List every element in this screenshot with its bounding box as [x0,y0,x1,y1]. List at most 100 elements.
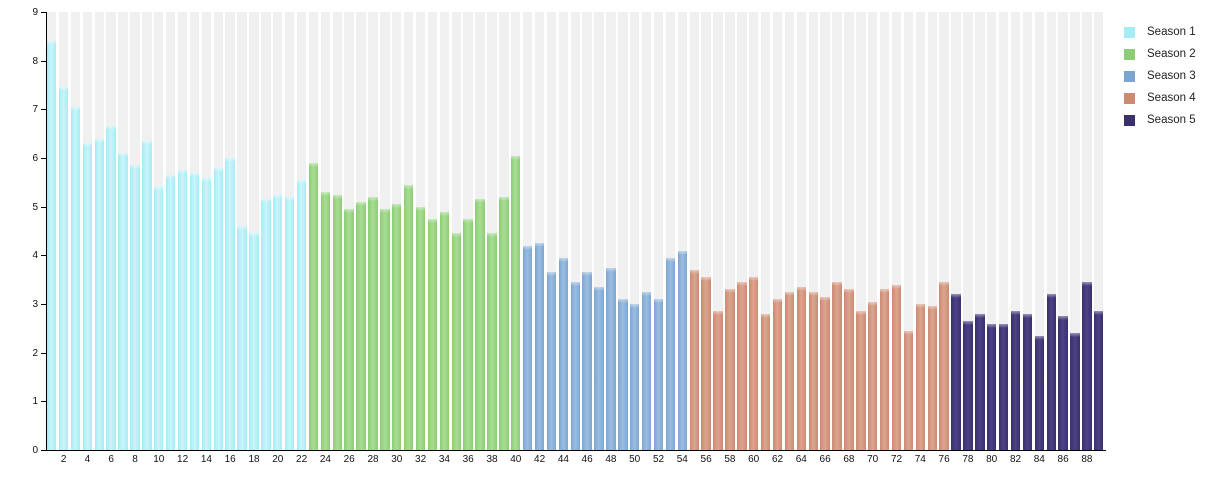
rating-bar-episode-69-season-4 [856,311,866,450]
rating-bar-episode-85-season-5 [1046,294,1056,450]
episode-column-76 [939,12,949,450]
episode-column-1 [47,12,57,450]
y-tick-8 [41,60,47,62]
background-track [641,12,652,450]
episode-column-79 [975,12,985,450]
episode-column-63 [784,12,795,450]
legend-label: Season 1 [1147,26,1196,38]
background-track [1070,12,1080,450]
x-tick-label-22: 22 [296,454,308,465]
rating-bar-episode-89-season-5 [1094,311,1104,450]
episode-column-85 [1046,12,1056,450]
rating-bar-episode-27-season-2 [356,201,366,450]
episode-column-17 [237,12,247,450]
rating-bar-episode-63-season-4 [784,291,795,450]
episode-column-29 [380,12,390,450]
y-tick-7 [41,109,47,111]
rating-bar-episode-38-season-2 [487,233,497,450]
legend: Season 1 Season 2 Season 3 Season 4 Season 5 [1124,26,1196,136]
background-track [1034,12,1044,450]
y-tick-label-6: 6 [32,153,38,164]
x-tick-label-48: 48 [605,454,617,465]
x-tick-label-44: 44 [557,454,569,465]
episode-column-30 [392,12,402,450]
legend-swatch-icon [1124,70,1135,82]
rating-bar-episode-87-season-5 [1070,333,1080,450]
y-tick-label-7: 7 [32,104,38,116]
episode-column-36 [463,12,473,450]
x-tick-label-42: 42 [534,454,546,465]
episode-column-84 [1034,12,1044,450]
episode-column-44 [558,12,569,450]
rating-bar-episode-74-season-4 [915,304,925,450]
background-track [546,12,557,450]
rating-bar-episode-66-season-4 [820,296,830,450]
background-track [844,12,854,450]
rating-bar-episode-61-season-4 [760,313,771,450]
rating-bar-episode-51-season-3 [641,291,652,450]
episode-column-57 [713,12,723,450]
background-track [1046,12,1056,450]
background-track [725,12,735,450]
background-track [951,12,961,450]
x-tick-label-82: 82 [1009,454,1022,465]
episode-column-59 [737,12,747,450]
episode-column-39 [499,12,509,450]
rating-bar-episode-86-season-5 [1058,316,1068,450]
episode-column-67 [832,12,842,450]
background-track [1058,12,1068,450]
background-track [891,12,902,450]
episode-column-7 [118,12,128,450]
rating-bar-episode-13-season-1 [189,172,200,450]
x-tick-label-12: 12 [177,454,189,465]
rating-bar-episode-62-season-4 [772,299,783,450]
rating-bar-episode-10-season-1 [154,187,164,450]
rating-bar-episode-68-season-4 [844,289,854,450]
x-tick-label-74: 74 [914,454,926,465]
episode-column-65 [808,12,818,450]
episode-column-2 [58,12,69,450]
background-track [987,12,997,450]
episode-column-33 [427,12,438,450]
episode-column-12 [177,12,188,450]
background-track [713,12,723,450]
background-track [796,12,807,450]
episode-column-58 [725,12,735,450]
background-track [868,12,878,450]
episode-column-77 [951,12,961,450]
background-track [570,12,580,450]
background-track [963,12,973,450]
x-tick-label-68: 68 [843,454,855,465]
rating-bar-episode-17-season-1 [237,226,247,450]
rating-bar-episode-49-season-3 [618,299,628,450]
y-tick-label-5: 5 [32,201,38,213]
plot-area [47,12,1106,450]
x-tick-label-58: 58 [724,454,736,465]
y-tick-label-9: 9 [32,7,38,18]
rating-bar-episode-21-season-1 [284,196,295,450]
episode-column-54 [677,12,688,450]
background-track [832,12,842,450]
x-tick-label-52: 52 [652,454,665,465]
episode-column-72 [891,12,902,450]
episode-column-88 [1082,12,1092,450]
episode-column-38 [487,12,497,450]
background-track [665,12,676,450]
episode-column-19 [261,12,271,450]
episode-column-55 [689,12,699,450]
rating-bar-episode-50-season-3 [630,304,640,450]
x-tick-label-78: 78 [962,454,974,465]
rating-bar-episode-16-season-1 [225,158,235,450]
x-tick-label-60: 60 [748,454,760,465]
rating-bar-episode-45-season-3 [570,282,580,450]
episode-column-82 [1010,12,1021,450]
background-track [856,12,866,450]
background-track [975,12,985,450]
background-track [558,12,569,450]
x-tick-label-46: 46 [581,454,593,465]
episode-column-11 [165,12,176,450]
x-tick-label-6: 6 [108,454,114,465]
rating-bar-episode-39-season-2 [499,196,509,450]
background-track [772,12,783,450]
background-track [927,12,937,450]
